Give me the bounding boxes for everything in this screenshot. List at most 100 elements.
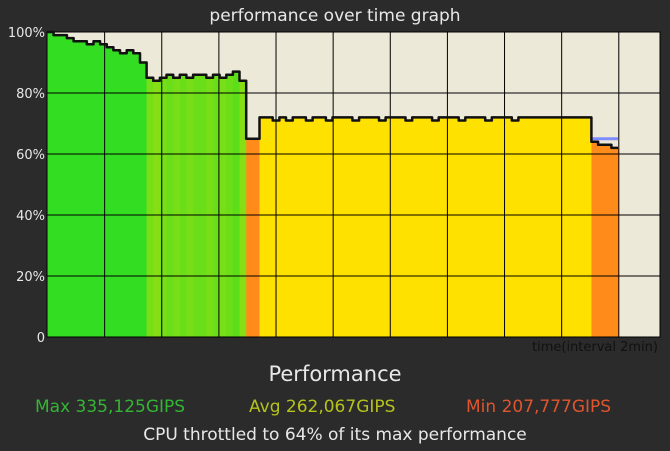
performance-bar <box>100 44 108 337</box>
performance-bar <box>259 117 267 338</box>
performance-bar <box>173 77 181 337</box>
performance-bars <box>47 32 619 338</box>
performance-bar <box>445 117 453 338</box>
performance-bar <box>398 117 407 338</box>
performance-bar <box>212 74 221 337</box>
performance-bar <box>239 80 247 338</box>
y-tick-label: 20% <box>16 270 45 285</box>
plot-frame <box>46 31 661 338</box>
performance-bar <box>611 147 619 337</box>
performance-bar <box>551 117 559 338</box>
performance-bar <box>153 80 161 338</box>
performance-bar <box>418 117 427 338</box>
performance-bar <box>544 117 553 338</box>
performance-bar <box>186 77 194 337</box>
performance-bar <box>113 50 121 338</box>
performance-bar <box>226 74 234 337</box>
performance-bar <box>505 117 513 338</box>
performance-bar <box>378 120 387 337</box>
performance-bar <box>491 117 500 338</box>
performance-bar <box>405 120 413 337</box>
y-tick-label: 80% <box>16 87 45 102</box>
performance-bar <box>292 117 300 338</box>
performance-bar <box>179 74 188 337</box>
performance-bar <box>332 117 340 338</box>
performance-bar <box>478 117 486 338</box>
performance-bar <box>339 117 347 338</box>
x-axis-label: time(interval 2min) <box>532 340 658 355</box>
performance-bar <box>511 120 520 337</box>
chart-title: performance over time graph <box>209 6 461 26</box>
performance-bar <box>80 41 88 338</box>
performance-bar <box>60 35 68 338</box>
performance-bar <box>518 117 526 338</box>
performance-bar <box>392 117 400 338</box>
performance-line <box>47 30 618 150</box>
performance-bar <box>319 117 327 338</box>
performance-bar <box>193 74 201 337</box>
throttle-summary: CPU throttled to 64% of its max performa… <box>143 425 527 445</box>
grid-lines <box>46 31 661 338</box>
performance-bar <box>146 77 154 337</box>
min-performance-stat: Min 207,777GIPS <box>466 397 612 417</box>
performance-bar <box>531 117 539 338</box>
performance-bar <box>305 120 314 337</box>
performance-bar <box>598 144 606 337</box>
performance-bar <box>372 117 380 338</box>
performance-bar <box>538 117 546 338</box>
performance-bar <box>139 62 148 337</box>
performance-bar <box>246 138 254 337</box>
performance-bar <box>365 117 373 338</box>
performance-bar <box>564 117 573 338</box>
performance-bar <box>452 117 460 338</box>
performance-bar <box>206 77 214 337</box>
performance-bar <box>252 138 261 337</box>
y-tick-label: 60% <box>16 148 45 163</box>
performance-bar <box>286 120 294 337</box>
performance-bar <box>359 117 367 338</box>
performance-bar <box>219 77 227 337</box>
performance-bar <box>571 117 579 338</box>
performance-bar <box>279 117 287 338</box>
performance-bar <box>93 41 101 338</box>
performance-bar <box>299 117 307 338</box>
performance-bar <box>166 74 174 337</box>
performance-bar <box>432 120 440 337</box>
performance-bar <box>485 120 493 337</box>
performance-bar <box>86 44 95 337</box>
performance-bar <box>47 32 55 337</box>
performance-bar <box>425 117 433 338</box>
performance-bar <box>458 120 466 337</box>
performance-bar <box>73 41 81 338</box>
y-tick-label: 0 <box>37 331 45 346</box>
performance-bar <box>312 117 320 338</box>
max-performance-stat: Max 335,125GIPS <box>35 397 186 417</box>
performance-bar <box>412 117 420 338</box>
y-tick-label: 40% <box>16 209 45 224</box>
performance-bar <box>604 144 612 337</box>
performance-bar <box>325 120 334 337</box>
performance-bar <box>120 53 128 337</box>
performance-bar <box>578 117 586 338</box>
performance-heading: Performance <box>268 362 402 386</box>
performance-bar <box>584 117 593 338</box>
performance-bar <box>525 117 533 338</box>
performance-bar <box>106 47 114 337</box>
performance-bar <box>385 117 393 338</box>
performance-bar <box>498 117 506 338</box>
y-tick-label: 100% <box>8 26 45 41</box>
performance-bar <box>345 117 354 338</box>
performance-bar <box>232 71 241 338</box>
performance-bar <box>465 117 473 338</box>
performance-bar <box>66 38 75 337</box>
performance-bar <box>352 120 360 337</box>
performance-bar <box>438 117 446 338</box>
performance-bar <box>126 50 134 338</box>
performance-bar <box>199 74 207 337</box>
performance-bar <box>591 141 599 337</box>
performance-bar <box>133 53 141 337</box>
performance-bar <box>266 117 274 338</box>
performance-bar <box>53 35 61 338</box>
y-axis-ticks: 0 20% 40% 60% 80% 100% <box>8 26 45 346</box>
